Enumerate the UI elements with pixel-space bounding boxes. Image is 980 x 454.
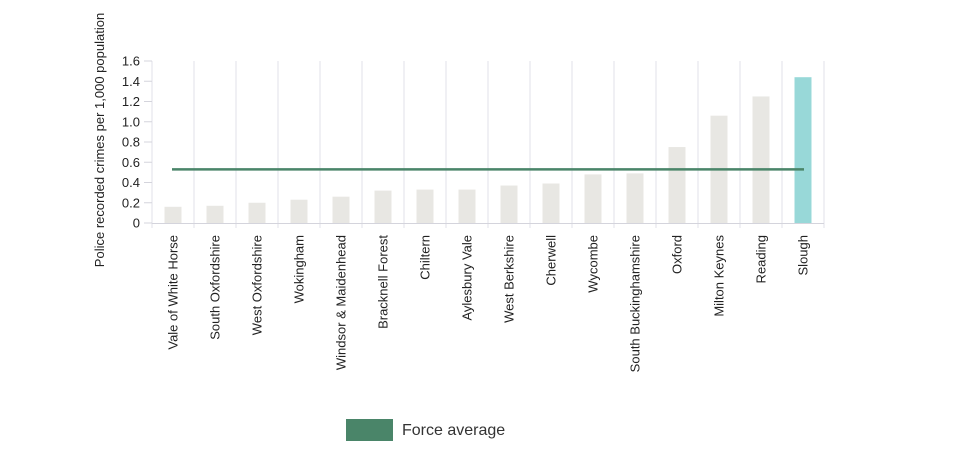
y-tick-label: 0 [133,216,140,231]
y-tick-label: 0.8 [122,135,140,150]
bar-reading [752,96,770,223]
bar-bracknell-forest [374,190,392,223]
grid-layer [151,61,825,228]
y-tick-label: 1.2 [122,94,140,109]
x-tick-label: West Berkshire [502,235,517,323]
x-tick-label: Aylesbury Vale [460,235,475,321]
y-tick-label: 0.2 [122,195,140,210]
bar-vale-of-white-horse [164,206,182,223]
y-tick-label: 0.4 [122,175,140,190]
legend-label-force-average: Force average [402,422,505,439]
x-tick-label: West Oxfordshire [250,235,265,335]
legend: Force average [346,419,505,441]
y-tick-label: 0.6 [122,155,140,170]
bar-wycombe [584,174,602,223]
x-tick-label: Chiltern [418,235,433,280]
x-tick-label: Wycombe [586,235,601,293]
bar-windsor-maidenhead [332,196,350,223]
y-tick-label: 1.6 [122,54,140,69]
bar-aylesbury-vale [458,189,476,223]
axis-layer: 0 0.2 0.4 0.6 0.8 1.0 1.2 1.4 1.6 Vale of White H… [122,54,824,372]
x-tick-label: Wokingham [292,235,307,303]
y-axis-label: Police recorded crimes per 1,000 populat… [92,13,107,267]
bar-oxford [668,147,686,223]
bar-slough [794,77,812,223]
bar-south-buckinghamshire [626,173,644,223]
legend-swatch-force-average [346,419,393,441]
y-tick-label: 1.0 [122,114,140,129]
bar-west-oxfordshire [248,202,266,223]
x-tick-label: Reading [754,235,769,283]
x-tick-label: Cherwell [544,235,559,286]
bar-wokingham [290,199,308,223]
bar-south-oxfordshire [206,205,224,223]
x-tick-label: Slough [796,235,811,275]
x-tick-label: Oxford [670,235,685,274]
x-tick-label: Vale of White Horse [166,235,181,350]
x-tick-label: Bracknell Forest [376,235,391,329]
bar-cherwell [542,183,560,223]
x-tick-label: Windsor & Maidenhead [334,235,349,370]
bar-west-berkshire [500,185,518,223]
x-tick-label: South Buckinghamshire [628,235,643,372]
x-tick-label: South Oxfordshire [208,235,223,340]
y-tick-label: 1.4 [122,74,140,89]
x-tick-label: Milton Keynes [712,235,727,317]
bar-chiltern [416,189,434,223]
